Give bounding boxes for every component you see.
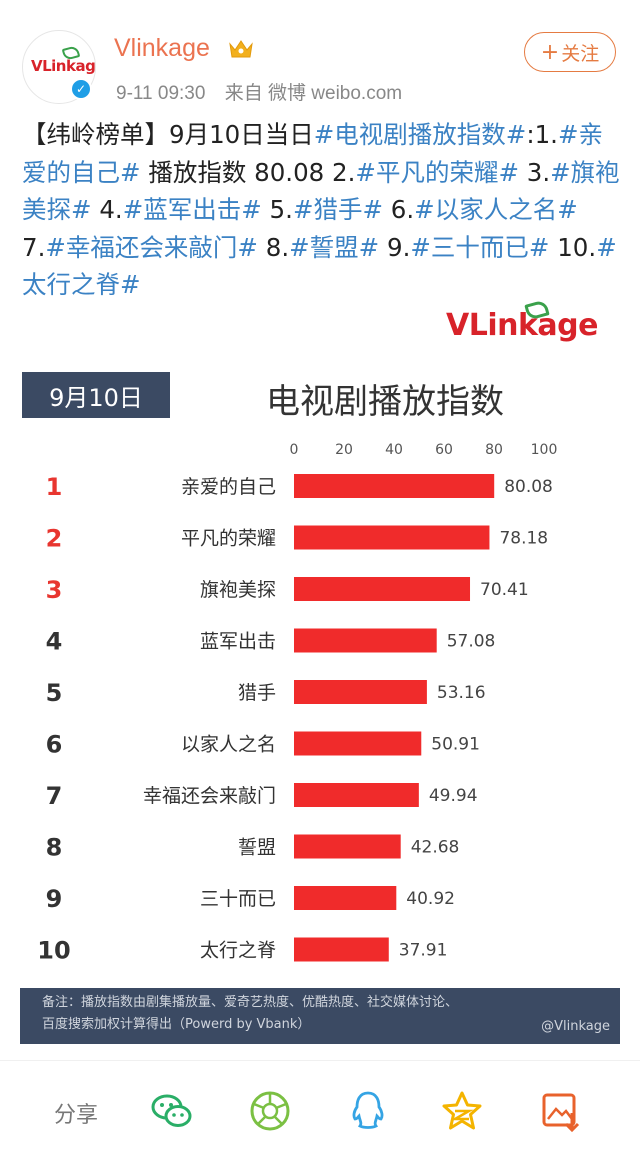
hashtag-link[interactable]: #誓盟# bbox=[289, 232, 380, 262]
post-text-segment: 10. bbox=[549, 232, 597, 262]
category-label: 太行之脊 bbox=[200, 940, 276, 962]
avatar[interactable]: VLinkage bbox=[22, 30, 96, 104]
hashtag-link[interactable]: #太行之脊# bbox=[22, 232, 617, 300]
post-timestamp: 9-11 09:30 bbox=[116, 83, 206, 104]
x-tick-label: 60 bbox=[435, 442, 453, 458]
rank-label: 2 bbox=[46, 525, 63, 553]
category-label: 旗袍美探 bbox=[200, 579, 276, 601]
post-text-segment: 5. bbox=[261, 195, 293, 224]
category-label: 三十而已 bbox=[200, 888, 276, 910]
avatar-logo-text: VLinkage bbox=[31, 57, 96, 75]
value-label: 80.08 bbox=[504, 477, 553, 497]
value-label: 50.91 bbox=[431, 735, 480, 755]
hashtag-link[interactable]: #旗袍美探# bbox=[22, 157, 620, 225]
value-label: 42.68 bbox=[411, 838, 460, 858]
bar bbox=[294, 783, 419, 807]
bar bbox=[294, 474, 495, 498]
post-text-segment: 4. bbox=[91, 195, 123, 224]
hashtag-link[interactable]: #电视剧播放指数# bbox=[313, 120, 527, 149]
post-text-segment: 6. bbox=[383, 195, 415, 224]
note-panel: 备注：播放指数由剧集播放量、爱奇艺热度、优酷热度、社交媒体讨论、 百度搜索加权计… bbox=[20, 988, 620, 1044]
x-tick-label: 0 bbox=[290, 442, 299, 458]
category-label: 以家人之名 bbox=[181, 734, 276, 756]
value-label: 37.91 bbox=[399, 941, 448, 961]
x-tick-label: 100 bbox=[531, 442, 558, 458]
chart-title: 电视剧播放指数 bbox=[266, 382, 504, 422]
bar bbox=[294, 680, 427, 704]
hashtag-link[interactable]: #平凡的荣耀# bbox=[355, 157, 519, 187]
x-tick-label: 20 bbox=[335, 442, 353, 458]
rank-label: 10 bbox=[37, 937, 70, 965]
rank-label: 3 bbox=[46, 576, 63, 604]
verified-badge-icon: ✓ bbox=[70, 78, 92, 100]
hashtag-link[interactable]: #亲爱的自己# bbox=[22, 120, 603, 187]
share-bar: 分享 bbox=[0, 1060, 640, 1157]
category-label: 亲爱的自己 bbox=[181, 476, 276, 498]
follow-button[interactable]: + 关注 bbox=[524, 32, 616, 72]
post-text: 【纬岭榜单】9月10日当日#电视剧播放指数#:1.#亲爱的自己# 播放指数 80… bbox=[22, 116, 622, 304]
post-text-segment: 3. bbox=[518, 157, 551, 187]
rank-label: 9 bbox=[46, 885, 63, 913]
x-tick-label: 40 bbox=[385, 442, 403, 458]
qq-icon[interactable] bbox=[346, 1089, 390, 1133]
bar bbox=[294, 577, 471, 601]
infographic-image[interactable]: VLinkage 9月10日 电视剧播放指数 0 20 40 60 80 100 1 亲爱的自… bbox=[20, 298, 620, 1046]
post-source: 来自 微博 weibo.com bbox=[224, 83, 403, 104]
x-tick-label: 80 bbox=[485, 442, 503, 458]
post-text-segment: 8. bbox=[257, 232, 290, 262]
follow-label: 关注 bbox=[561, 42, 600, 65]
bar bbox=[294, 886, 397, 910]
username[interactable]: Vlinkage bbox=[114, 34, 210, 62]
category-label: 猎手 bbox=[238, 682, 276, 704]
date-label: 9月10日 bbox=[22, 372, 170, 418]
post-text-segment: 9. bbox=[379, 232, 411, 262]
category-label: 幸福还会来敲门 bbox=[143, 785, 276, 807]
value-label: 49.94 bbox=[429, 786, 478, 806]
hashtag-link[interactable]: #猎手# bbox=[292, 195, 383, 224]
bar bbox=[294, 834, 401, 859]
post-text-segment: 7. bbox=[22, 232, 46, 262]
category-label: 蓝军出击 bbox=[200, 631, 276, 653]
qzone-icon[interactable] bbox=[440, 1089, 484, 1133]
value-label: 53.16 bbox=[437, 683, 486, 703]
value-label: 78.18 bbox=[499, 529, 548, 549]
plus-icon: + bbox=[540, 39, 560, 65]
note-line-1: 备注：播放指数由剧集播放量、爱奇艺热度、优酷热度、社交媒体讨论、 bbox=[42, 995, 459, 1010]
rank-label: 1 bbox=[46, 473, 63, 501]
moments-icon[interactable] bbox=[248, 1089, 292, 1133]
hashtag-link[interactable]: #以家人之名# bbox=[414, 195, 578, 224]
rank-label: 8 bbox=[46, 834, 63, 862]
crown-icon bbox=[229, 40, 253, 58]
bar bbox=[294, 731, 422, 756]
weibo-handle: @Vlinkage bbox=[541, 1019, 610, 1034]
value-label: 70.41 bbox=[480, 580, 529, 600]
value-label: 57.08 bbox=[447, 632, 496, 652]
rank-label: 5 bbox=[46, 679, 63, 707]
post-text-segment: :1. bbox=[526, 120, 558, 149]
rank-label: 7 bbox=[46, 782, 63, 810]
bar bbox=[294, 628, 437, 653]
note-line-2: 百度搜索加权计算得出（Powerd by Vbank） bbox=[42, 1017, 311, 1032]
share-label: 分享 bbox=[54, 1103, 99, 1128]
hashtag-link[interactable]: #蓝军出击# bbox=[122, 195, 262, 224]
hashtag-link[interactable]: #幸福还会来敲门# bbox=[45, 232, 258, 262]
bar-chart: 0 20 40 60 80 100 1 亲爱的自己 80.08 2 平凡的荣耀 78.18 3 旗袍美探 7… bbox=[37, 442, 558, 965]
value-label: 40.92 bbox=[406, 889, 455, 909]
brand-logo: VLinkage bbox=[446, 308, 599, 343]
category-label: 平凡的荣耀 bbox=[181, 528, 276, 550]
category-label: 誓盟 bbox=[238, 837, 276, 859]
bar bbox=[294, 937, 389, 962]
post-text-segment: 【纬岭榜单】9月10日当日 bbox=[22, 120, 314, 149]
wechat-icon[interactable] bbox=[150, 1089, 194, 1133]
hashtag-link[interactable]: #三十而已# bbox=[410, 232, 550, 262]
post-text-segment: 播放指数 80.08 2. bbox=[140, 157, 356, 187]
post-meta: 9-11 09:30 来自 微博 weibo.com bbox=[116, 78, 416, 105]
post-header: VLinkage ✓ Vlinkage 9-11 09:30 来自 微博 wei… bbox=[0, 0, 640, 110]
bar bbox=[294, 525, 490, 550]
rank-label: 6 bbox=[46, 731, 63, 759]
save-image-icon[interactable] bbox=[538, 1089, 582, 1133]
rank-label: 4 bbox=[46, 628, 63, 656]
